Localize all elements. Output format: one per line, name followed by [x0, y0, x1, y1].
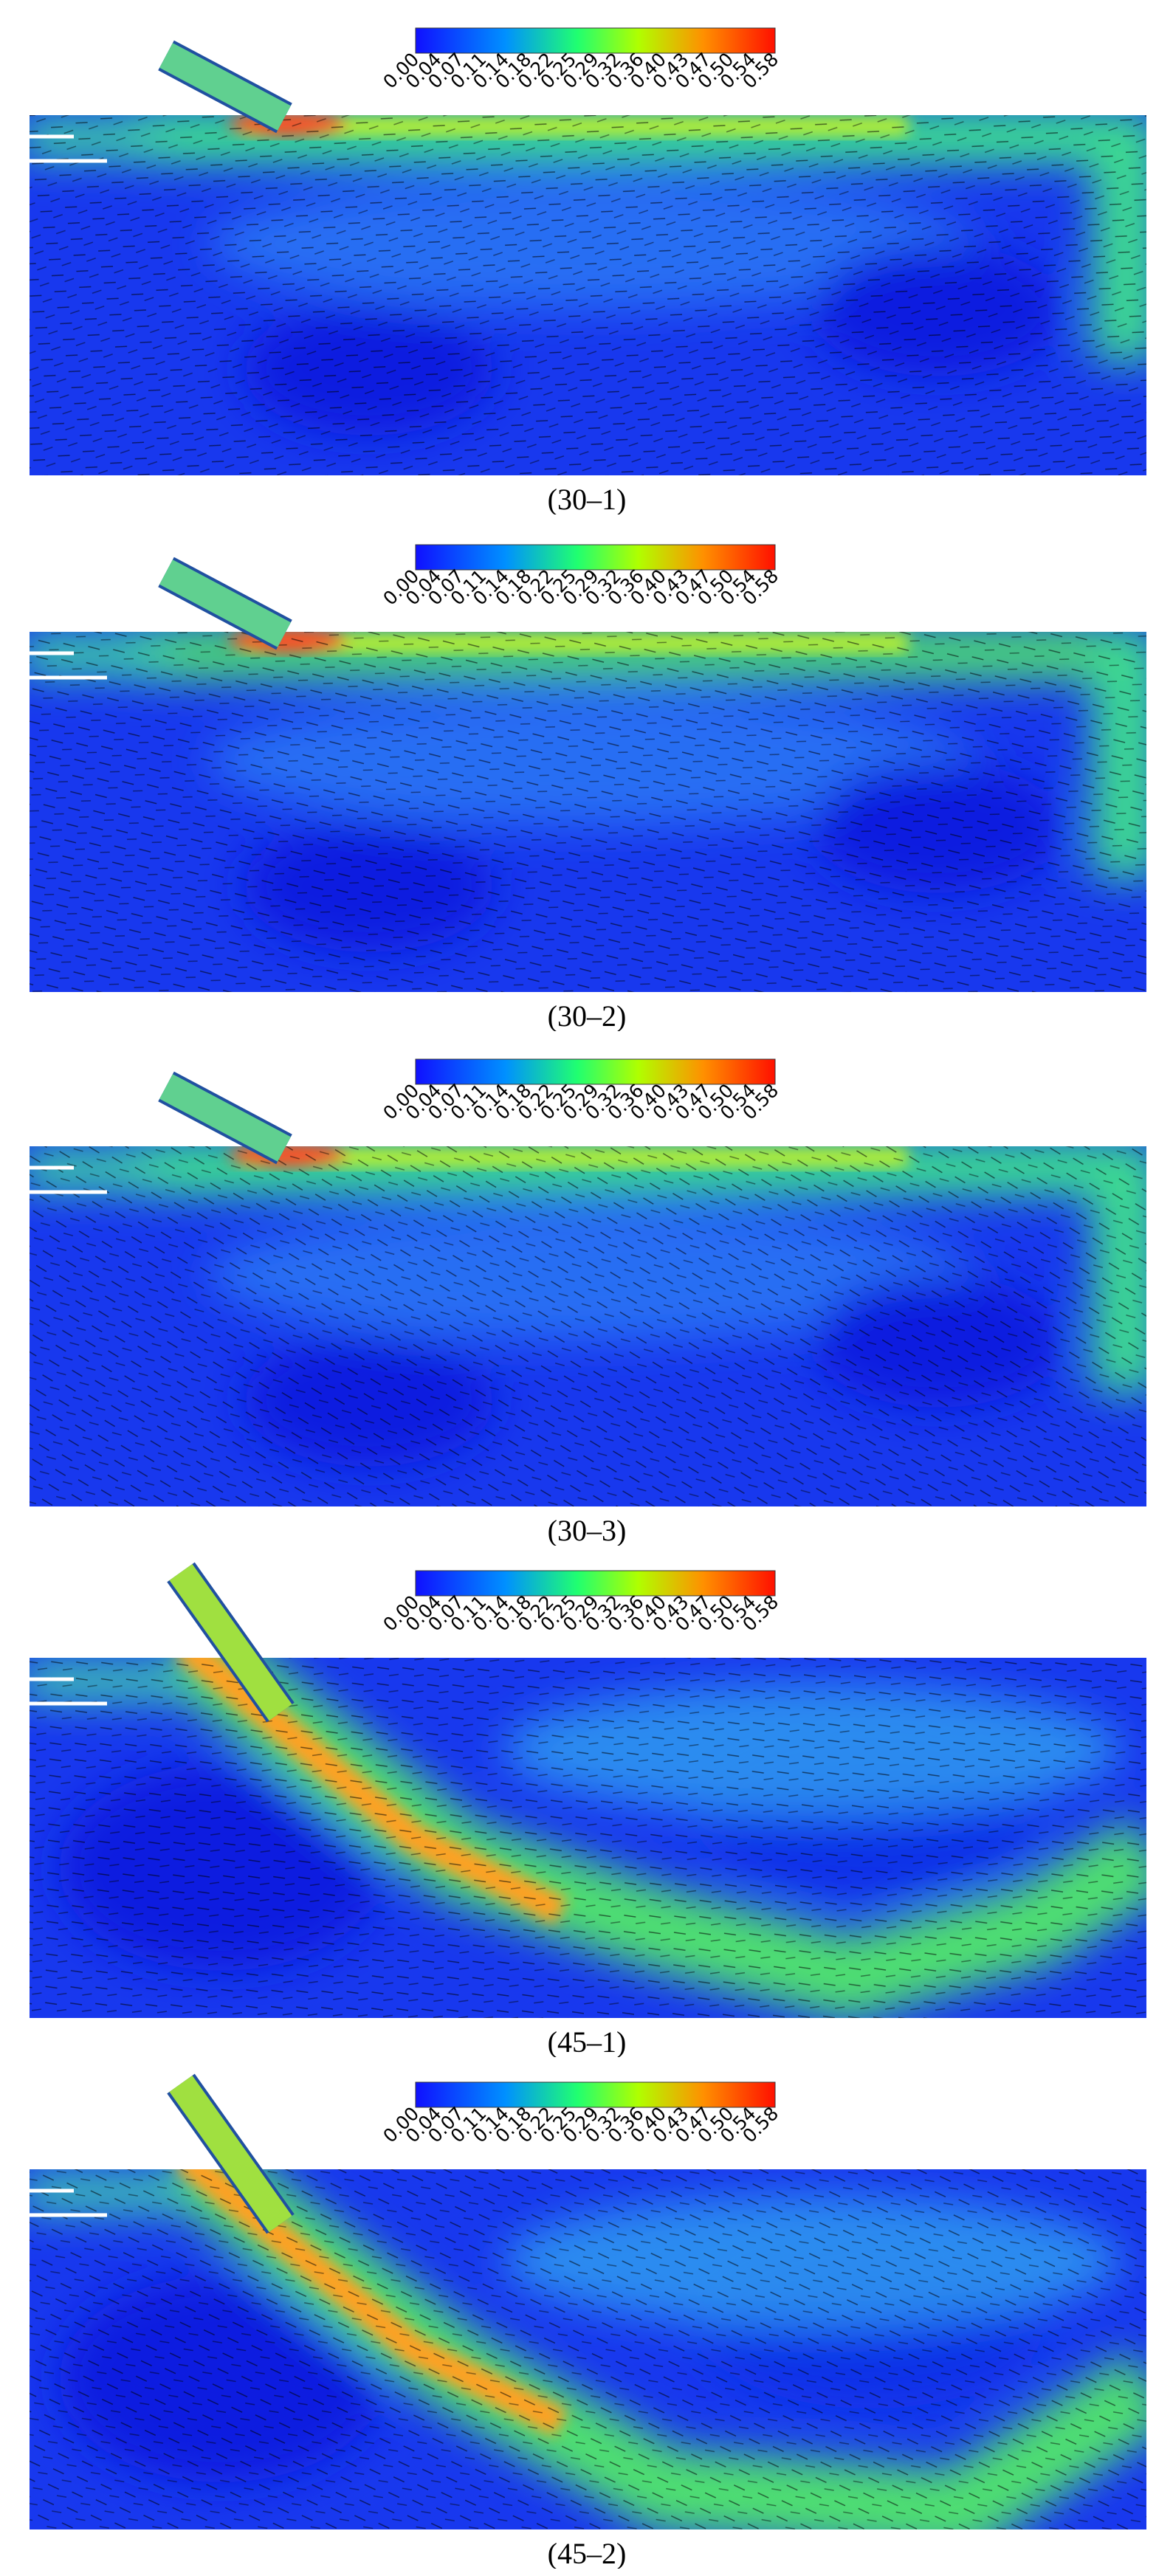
- colorbar: [415, 1058, 776, 1085]
- flow-field: [30, 1146, 1146, 1506]
- panel: 0.000.040.070.110.140.180.220.250.290.32…: [30, 1562, 1146, 2057]
- caption: (30–1): [548, 483, 627, 514]
- velocity-vectors: [30, 2169, 1146, 2529]
- panel: 0.000.040.070.110.140.180.220.250.290.32…: [30, 544, 1146, 1031]
- velocity-vectors: [30, 1146, 1146, 1506]
- colorbar: [415, 544, 776, 571]
- colorbar: [415, 27, 776, 54]
- inlet-pipe: [159, 559, 291, 647]
- caption: (45–1): [548, 2025, 627, 2057]
- flow-field: [30, 632, 1146, 992]
- colorbar: [415, 2081, 776, 2108]
- inlet-pipe: [169, 2075, 292, 2233]
- flow-field: [30, 115, 1146, 475]
- flow-field: [30, 1658, 1146, 2018]
- velocity-vectors: [30, 115, 1146, 475]
- flow-field: [30, 2169, 1146, 2529]
- caption: (45–2): [548, 2537, 627, 2569]
- inlet-pipe: [159, 1074, 291, 1162]
- panel: 0.000.040.070.110.140.180.220.250.290.32…: [30, 2073, 1146, 2569]
- panel: 0.000.040.070.110.140.180.220.250.290.32…: [30, 27, 1146, 514]
- velocity-vectors: [30, 1658, 1146, 2018]
- inlet-pipe: [169, 1563, 292, 1721]
- caption: (30–3): [548, 1514, 627, 1546]
- colorbar: [415, 1570, 776, 1597]
- velocity-vectors: [30, 632, 1146, 992]
- caption: (30–2): [548, 999, 627, 1031]
- inlet-pipe: [159, 43, 291, 131]
- panel: 0.000.040.070.110.140.180.220.250.290.32…: [30, 1058, 1146, 1546]
